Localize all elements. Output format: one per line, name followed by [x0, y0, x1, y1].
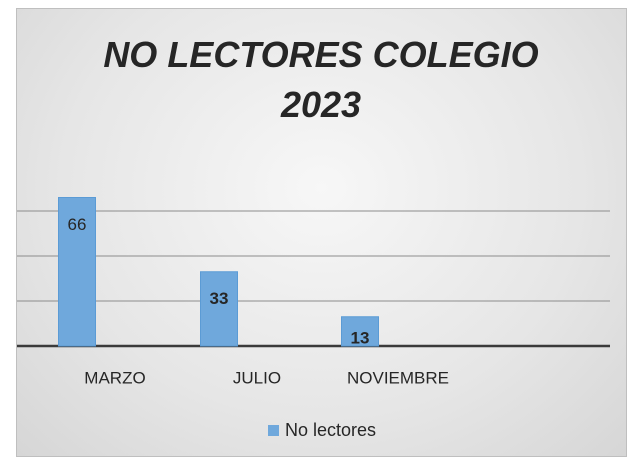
chart-frame — [16, 8, 627, 457]
bar — [341, 316, 379, 347]
legend-label: No lectores — [285, 420, 376, 440]
chart-title: NO LECTORES COLEGIO 2023 — [103, 34, 539, 125]
data-label: 13 — [351, 328, 370, 347]
legend-swatch — [268, 425, 279, 436]
bar — [58, 197, 96, 347]
data-label: 33 — [210, 289, 229, 308]
x-tick-label: JULIO — [233, 368, 281, 387]
data-label: 66 — [68, 215, 87, 234]
x-tick-label: MARZO — [84, 368, 145, 387]
bar — [200, 271, 238, 347]
x-tick-label: NOVIEMBRE — [347, 368, 449, 387]
